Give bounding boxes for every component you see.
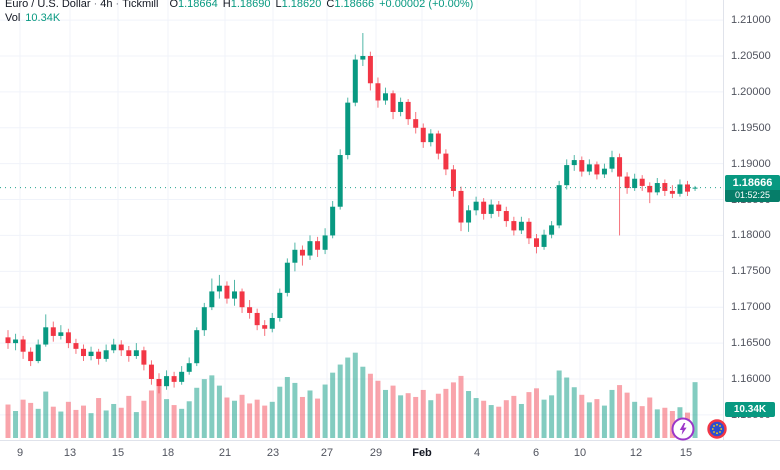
chart-pane[interactable] bbox=[0, 0, 723, 440]
time-tick-label: 4 bbox=[473, 447, 481, 459]
eu-flag-icon bbox=[707, 419, 727, 439]
legend-separator: · bbox=[115, 0, 120, 10]
price-tick-label: 1.17500 bbox=[731, 265, 771, 278]
time-tick-label: Feb bbox=[412, 447, 432, 459]
price-tick-label: 1.21000 bbox=[731, 14, 771, 27]
time-tick-label: 15 bbox=[111, 447, 125, 459]
close-label: C bbox=[326, 0, 335, 10]
candlestick-chart[interactable] bbox=[0, 0, 723, 440]
low-value: 1.18620 bbox=[281, 0, 322, 10]
price-tick-label: 1.18000 bbox=[731, 229, 771, 242]
time-axis[interactable]: 9 13 15 18 21 23 27 29 Feb 4 6 10 12 15 bbox=[0, 440, 780, 470]
price-tick-label: 1.19500 bbox=[731, 121, 771, 134]
time-tick-label: 15 bbox=[679, 447, 693, 459]
price-tick-label: 1.17000 bbox=[731, 301, 771, 314]
price-tick-label: 1.20000 bbox=[731, 85, 771, 98]
open-label: O bbox=[169, 0, 178, 10]
price-axis[interactable]: 1.155001.160001.165001.170001.175001.180… bbox=[723, 0, 780, 440]
volume-value: 10.34K bbox=[25, 12, 61, 24]
volume-label: Vol bbox=[5, 12, 21, 24]
time-tick-label: 27 bbox=[320, 447, 334, 459]
symbol-title[interactable]: Euro / U.S. Dollar bbox=[5, 0, 91, 10]
high-value: 1.18690 bbox=[230, 0, 271, 10]
time-tick-label: 13 bbox=[63, 447, 77, 459]
eu-flag-event-icon[interactable] bbox=[707, 419, 727, 439]
low-label: L bbox=[275, 0, 282, 10]
time-tick-label: 21 bbox=[218, 447, 232, 459]
chart-legend: Euro / U.S. Dollar · 4h · Tickmill O1.18664 H1… bbox=[5, 0, 473, 11]
change-value: +0.00002 (+0.00%) bbox=[379, 0, 474, 10]
volume-legend: Vol 10.34K bbox=[5, 12, 60, 25]
last-volume-badge: 10.34K bbox=[725, 402, 775, 417]
time-tick-label: 10 bbox=[573, 447, 587, 459]
time-tick-label: 23 bbox=[266, 447, 280, 459]
open-value: 1.18664 bbox=[178, 0, 218, 10]
time-tick-label: 9 bbox=[16, 447, 24, 459]
feed-label: Tickmill bbox=[122, 0, 159, 10]
time-tick-label: 12 bbox=[629, 447, 643, 459]
legend-separator: · bbox=[93, 0, 98, 10]
time-tick-label: 18 bbox=[161, 447, 175, 459]
high-label: H bbox=[222, 0, 231, 10]
last-price-badge: 1.18666 01:52:25 bbox=[725, 174, 780, 202]
lightning-event-icon[interactable] bbox=[671, 417, 695, 441]
time-tick-label: 6 bbox=[532, 447, 540, 459]
price-tick-label: 1.20500 bbox=[731, 49, 771, 62]
time-tick-label: 29 bbox=[369, 447, 383, 459]
interval-label[interactable]: 4h bbox=[100, 0, 113, 10]
price-tick-label: 1.16000 bbox=[731, 372, 771, 385]
bar-countdown: 01:52:25 bbox=[725, 189, 780, 202]
close-value: 1.18666 bbox=[334, 0, 375, 10]
price-tick-label: 1.16500 bbox=[731, 337, 771, 350]
price-tick-label: 1.19000 bbox=[731, 157, 771, 170]
last-price-value: 1.18666 bbox=[732, 176, 773, 189]
lightning-bolt-icon bbox=[671, 417, 695, 441]
